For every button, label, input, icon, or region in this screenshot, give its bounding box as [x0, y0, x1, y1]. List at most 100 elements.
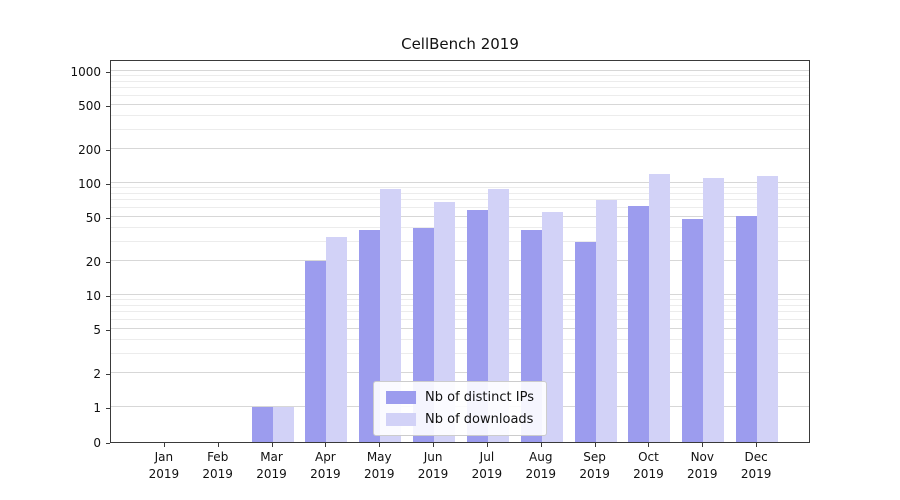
x-tick-label-line: 2019	[363, 466, 395, 481]
y-tick-mark	[106, 408, 110, 409]
y-tick-label: 5	[93, 322, 101, 337]
gridline-minor	[111, 87, 809, 89]
gridline-minor	[111, 318, 809, 320]
x-tick-label: Sep 2019	[565, 449, 625, 483]
legend-swatch	[386, 391, 417, 404]
x-tick-label-line: Oct	[638, 450, 659, 464]
gridline-minor	[111, 199, 809, 201]
gridline-major	[111, 103, 809, 105]
gridline-minor	[111, 75, 809, 77]
gridline-minor	[111, 114, 809, 116]
bar-downloads	[487, 189, 509, 442]
gridline-minor	[111, 187, 809, 189]
bar-downloads	[326, 236, 348, 442]
plot-area: Nb of distinct IPs Nb of downloads	[110, 60, 810, 443]
y-tick-mark	[106, 150, 110, 152]
legend-label: Nb of downloads	[425, 412, 534, 427]
x-tick-mark	[756, 443, 758, 447]
x-tick-label: Aug 2019	[511, 449, 571, 483]
x-tick-label-line: Mar	[260, 450, 283, 464]
gridline-minor	[111, 240, 809, 242]
x-tick-label-line: 2019	[579, 466, 610, 481]
y-tick-mark	[106, 217, 110, 219]
y-tick-label: 1000	[70, 65, 101, 79]
x-tick-label: Jul 2019	[457, 449, 517, 483]
gridline-minor	[111, 299, 809, 301]
gridline-major	[111, 260, 809, 262]
x-tick-label-line: 2019	[310, 466, 341, 481]
x-tick-label: Mar 2019	[242, 449, 302, 483]
gridline-minor	[111, 338, 809, 340]
chart-title: CellBench 2019	[401, 35, 519, 53]
y-tick-label: 200	[78, 143, 101, 158]
x-tick-label-line: Aug	[529, 450, 553, 464]
x-tick-mark	[486, 443, 488, 447]
x-tick-mark	[594, 443, 596, 447]
x-tick-label-line: 2019	[148, 466, 180, 481]
x-tick-label-line: Apr	[314, 450, 336, 464]
legend-swatch	[386, 413, 417, 426]
y-tick-label: 500	[78, 98, 101, 113]
x-tick-label-line: 2019	[202, 466, 233, 481]
x-tick-mark	[540, 443, 542, 447]
y-tick-mark	[106, 374, 110, 376]
gridline-minor	[111, 206, 809, 208]
gridline-minor	[111, 128, 809, 130]
x-tick-label-line: Jun	[423, 450, 443, 464]
y-tick-label: 50	[85, 210, 101, 225]
gridline-major	[111, 215, 809, 217]
x-tick-label-line: 2019	[417, 466, 449, 481]
gridline-minor	[111, 226, 809, 228]
x-tick-label: Dec 2019	[726, 449, 786, 483]
y-tick-label: 2	[93, 367, 101, 382]
y-tick-label: 1	[93, 401, 101, 415]
legend-label: Nb of distinct IPs	[425, 390, 534, 405]
bar-distinct-ips	[305, 261, 327, 442]
x-tick-mark	[379, 443, 381, 447]
y-tick-mark	[106, 296, 110, 297]
x-tick-label: Oct 2019	[618, 449, 678, 483]
x-tick-label: Jun 2019	[403, 449, 463, 483]
bar-distinct-ips	[251, 407, 273, 442]
x-tick-label-line: Feb	[207, 450, 229, 464]
x-tick-label-line: 2019	[740, 466, 772, 481]
gridline-major	[111, 372, 809, 374]
x-tick-mark	[702, 443, 704, 447]
y-tick-label: 100	[78, 177, 101, 191]
bar-downloads	[272, 407, 294, 442]
bar-distinct-ips	[628, 206, 650, 442]
y-tick-mark	[106, 72, 110, 73]
legend-entry: Nb of downloads	[386, 412, 534, 427]
y-tick-mark	[106, 329, 110, 331]
bar-downloads	[541, 212, 563, 442]
gridline-major	[111, 148, 809, 150]
x-tick-label-line: Sep	[583, 450, 606, 464]
bar-downloads	[703, 178, 725, 442]
bar-distinct-ips	[736, 215, 758, 442]
bar-distinct-ips	[574, 241, 596, 442]
x-tick-label-line: 2019	[687, 466, 718, 481]
gridline-minor	[111, 352, 809, 354]
x-tick-label-line: 2019	[471, 466, 503, 481]
x-tick-mark	[325, 443, 327, 447]
x-tick-label: Nov 2019	[672, 449, 732, 483]
x-tick-label-line: Dec	[744, 450, 768, 464]
x-tick-mark	[271, 443, 273, 447]
bar-downloads	[595, 200, 617, 442]
y-tick-label: 0	[93, 436, 101, 450]
legend: Nb of distinct IPs Nb of downloads	[373, 381, 547, 436]
y-tick-mark	[106, 262, 110, 264]
y-tick-mark	[106, 184, 110, 185]
gridline-major	[111, 70, 809, 71]
gridline-minor	[111, 94, 809, 96]
x-tick-label: Feb 2019	[188, 449, 248, 483]
y-tick-label: 10	[85, 289, 101, 303]
x-tick-mark	[648, 443, 650, 447]
x-tick-mark	[217, 443, 219, 447]
x-tick-label-line: 2019	[633, 466, 664, 481]
x-tick-label: Jan 2019	[134, 449, 194, 483]
gridline-minor	[111, 80, 809, 82]
x-tick-label-line: Nov	[690, 450, 714, 464]
y-tick-mark	[106, 443, 110, 444]
